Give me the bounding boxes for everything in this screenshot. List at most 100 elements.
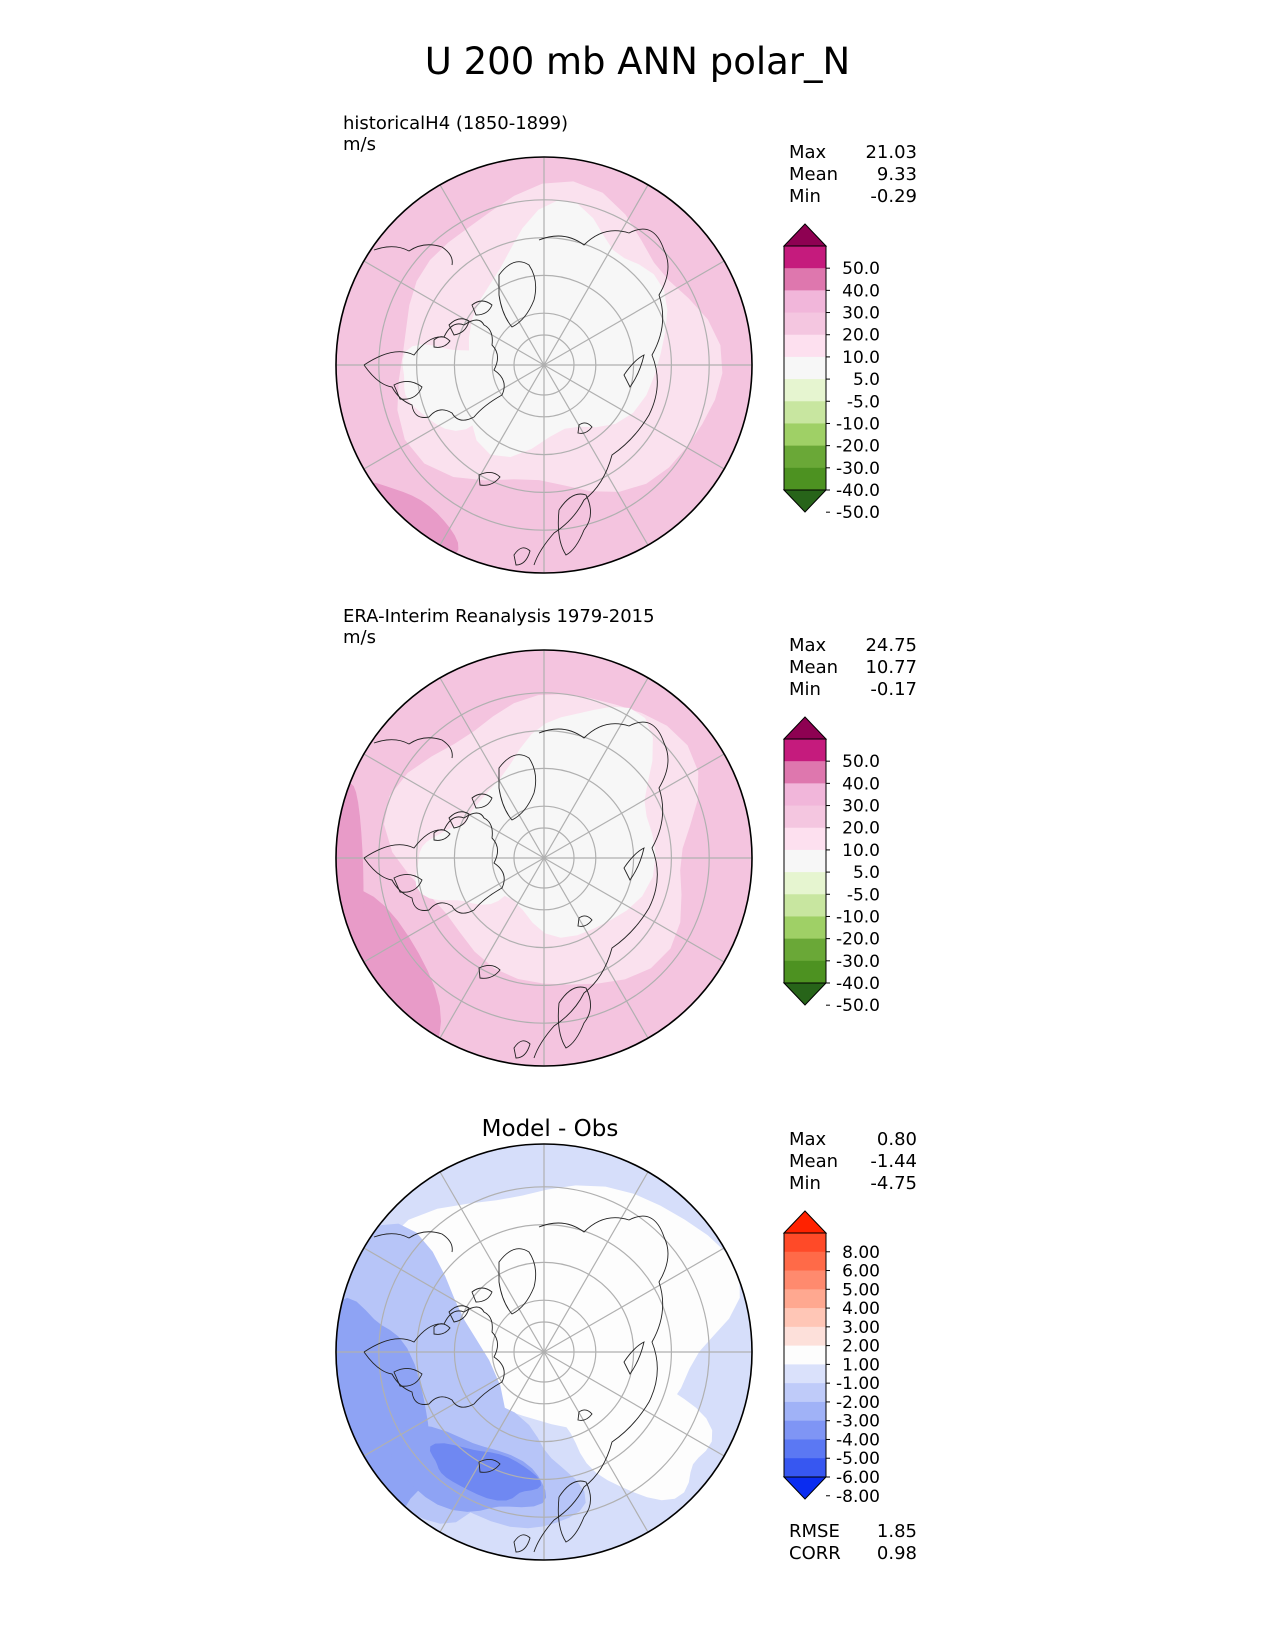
stat-row: Max 21.03 bbox=[789, 142, 917, 164]
colorbar-segment bbox=[784, 827, 826, 851]
stat-row: Mean 10.77 bbox=[789, 657, 917, 679]
colorbar-segment bbox=[784, 1345, 826, 1365]
colorbar-outline bbox=[783, 738, 827, 984]
colorbar-tick-label: 30.0 bbox=[842, 797, 880, 817]
meridian bbox=[363, 1247, 519, 1338]
stat-row: Max 0.80 bbox=[789, 1129, 917, 1151]
colorbar-extend-top bbox=[782, 1210, 828, 1234]
colorbar-segment bbox=[784, 805, 826, 829]
colorbar-segment bbox=[784, 1233, 826, 1253]
meridian bbox=[439, 677, 530, 833]
panel-diff-extra-stats: RMSE 1.85 CORR 0.98 bbox=[789, 1521, 917, 1565]
colorbar-segment bbox=[784, 290, 826, 313]
stat-row: Max 24.75 bbox=[789, 635, 917, 657]
meridian bbox=[517, 364, 545, 381]
panel-diff-title: Model - Obs bbox=[481, 1116, 619, 1142]
field-contour bbox=[551, 1375, 713, 1501]
coastline bbox=[513, 547, 531, 566]
meridian bbox=[543, 338, 560, 366]
meridian bbox=[543, 1351, 571, 1368]
stat-name: Min bbox=[789, 186, 821, 207]
meridian bbox=[543, 1351, 560, 1379]
colorbar-tick-label: -50.0 bbox=[836, 996, 880, 1011]
coastline bbox=[433, 336, 451, 348]
colorbar-segment bbox=[784, 467, 826, 491]
meridian bbox=[558, 883, 649, 1039]
colorbar-tick-label: -5.0 bbox=[847, 392, 880, 412]
colorbar-tick-label: -4.00 bbox=[836, 1430, 880, 1450]
coastline bbox=[363, 1306, 505, 1408]
polar-map-diff bbox=[335, 1143, 753, 1561]
colorbar-segment bbox=[784, 356, 826, 380]
coastline bbox=[557, 986, 591, 1049]
meridian bbox=[558, 184, 649, 340]
meridian bbox=[543, 364, 560, 392]
meridian bbox=[558, 390, 649, 546]
colorbar-tick-label: 6.00 bbox=[842, 1262, 880, 1282]
coastline bbox=[577, 915, 593, 927]
colorbar-tick-label: -30.0 bbox=[836, 952, 880, 972]
colorbar-segment bbox=[784, 1458, 826, 1478]
coastline bbox=[533, 228, 669, 566]
meridian bbox=[569, 1366, 725, 1457]
colorbar-segment bbox=[784, 1383, 826, 1403]
colorbar-tick-label: 2.00 bbox=[842, 1337, 880, 1357]
panel-obs-label: ERA-Interim Reanalysis 1979-2015 m/s bbox=[343, 606, 655, 648]
stat-row: Min -0.17 bbox=[789, 679, 917, 701]
coastline bbox=[363, 812, 505, 914]
colorbar-segment bbox=[784, 445, 826, 469]
coastline bbox=[498, 261, 537, 328]
stat-value: -0.17 bbox=[870, 679, 917, 700]
colorbar-tick-label: -8.00 bbox=[836, 1487, 880, 1505]
stat-value: -1.44 bbox=[870, 1151, 917, 1172]
field-contour bbox=[415, 824, 517, 905]
panel-diff-stats: Max 0.80 Mean -1.44 Min -4.75 bbox=[789, 1129, 917, 1195]
meridian bbox=[543, 842, 571, 859]
colorbar-segment bbox=[784, 1289, 826, 1309]
stat-row: Mean 9.33 bbox=[789, 164, 917, 186]
colorbar-tick-label: -30.0 bbox=[836, 459, 880, 479]
meridian bbox=[363, 872, 519, 963]
colorbar-tick-label: -20.0 bbox=[836, 437, 880, 457]
coastline bbox=[557, 1480, 591, 1543]
stat-row: Mean -1.44 bbox=[789, 1151, 917, 1173]
coastline bbox=[448, 318, 470, 336]
colorbar-tick-label: 3.00 bbox=[842, 1318, 880, 1338]
meridian bbox=[528, 364, 545, 392]
coastline bbox=[448, 811, 470, 829]
meridian bbox=[543, 1325, 560, 1353]
colorbar-extend-bottom bbox=[782, 982, 828, 1006]
colorbar-tick-label: 40.0 bbox=[842, 774, 880, 794]
graticule bbox=[336, 650, 752, 1066]
meridian bbox=[569, 872, 725, 963]
colorbar-tick-label: 4.00 bbox=[842, 1299, 880, 1319]
meridian bbox=[439, 184, 530, 340]
meridian bbox=[439, 883, 530, 1039]
graticule bbox=[336, 1144, 752, 1560]
colorbar-tick-label: 30.0 bbox=[842, 304, 880, 324]
colorbar-tick-label: -50.0 bbox=[836, 503, 880, 518]
stat-value: -4.75 bbox=[870, 1173, 917, 1194]
map-boundary bbox=[335, 156, 753, 574]
map-field bbox=[336, 157, 752, 573]
coastline bbox=[557, 493, 591, 556]
colorbar-tick-label: -5.00 bbox=[836, 1449, 880, 1469]
stat-name: Mean bbox=[789, 657, 839, 678]
meridian bbox=[528, 831, 545, 859]
colorbar-tick-label: 20.0 bbox=[842, 819, 880, 839]
coastline bbox=[577, 422, 593, 434]
coastline bbox=[373, 244, 453, 266]
meridian bbox=[543, 364, 571, 381]
meridian bbox=[439, 390, 530, 546]
colorbar-segment bbox=[784, 423, 826, 447]
meridian bbox=[569, 1247, 725, 1338]
coastline bbox=[478, 472, 501, 486]
colorbar-segment bbox=[784, 960, 826, 984]
meridian bbox=[363, 753, 519, 844]
colorbar-tick-label: 40.0 bbox=[842, 281, 880, 301]
colorbar-segment bbox=[784, 894, 826, 917]
stat-name: Max bbox=[789, 142, 827, 163]
coastline bbox=[623, 847, 645, 881]
map-boundary bbox=[335, 649, 753, 1067]
polar-map-model bbox=[335, 156, 753, 574]
